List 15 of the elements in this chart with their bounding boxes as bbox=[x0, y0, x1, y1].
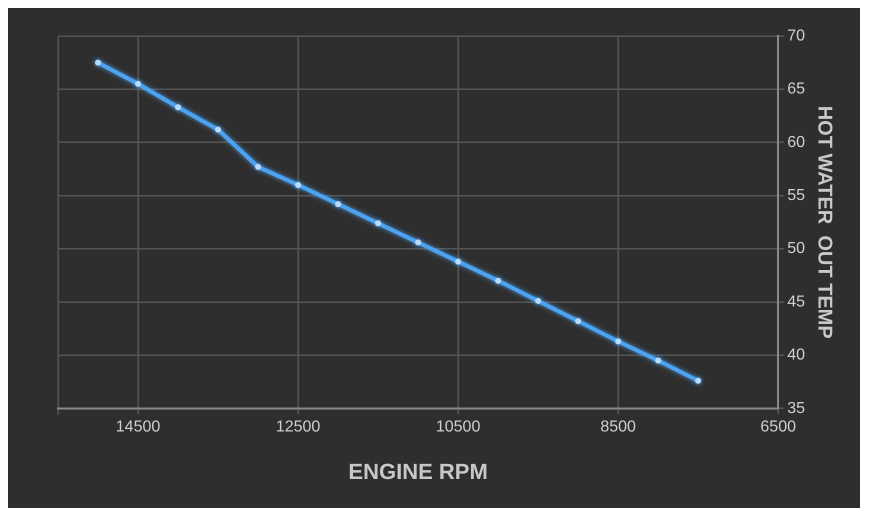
y-tick-label: 40 bbox=[787, 346, 806, 364]
y-axis-title: HOT WATER OUT TEMP bbox=[813, 106, 836, 339]
x-tick-label: 8500 bbox=[600, 418, 636, 436]
y-tick-label: 65 bbox=[787, 80, 806, 98]
y-tick-label: 55 bbox=[787, 187, 806, 204]
x-tick-label: 14500 bbox=[116, 418, 160, 436]
x-axis-title: ENGINE RPM bbox=[348, 458, 488, 484]
y-tick-label: 70 bbox=[787, 27, 806, 44]
x-tick-label: 10500 bbox=[436, 418, 480, 436]
x-tick-label: 6500 bbox=[760, 418, 796, 436]
y-tick-label: 45 bbox=[787, 293, 806, 310]
y-tick-label: 50 bbox=[787, 240, 806, 258]
y-tick-label: 35 bbox=[787, 400, 806, 417]
x-tick-label: 12500 bbox=[276, 418, 320, 436]
y-tick-label: 60 bbox=[787, 134, 806, 151]
